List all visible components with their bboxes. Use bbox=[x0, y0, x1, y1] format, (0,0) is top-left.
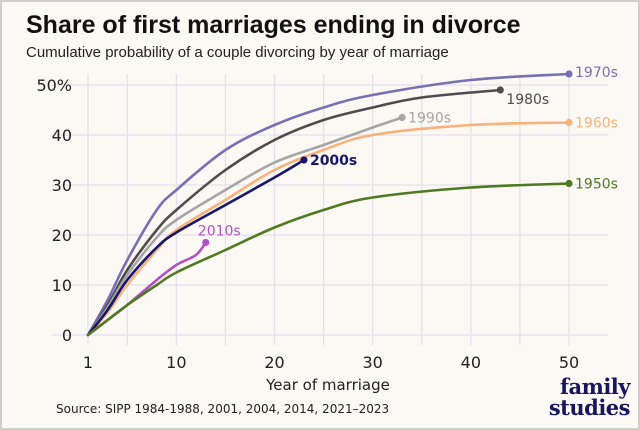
series-line-1950s bbox=[86, 182, 571, 337]
series-line-1980s bbox=[86, 88, 502, 337]
y-tick-label: 10 bbox=[52, 276, 72, 295]
x-tick-label: 40 bbox=[461, 353, 481, 372]
chart-title: Share of first marriages ending in divor… bbox=[26, 11, 521, 39]
series-end-marker-2010s bbox=[202, 238, 210, 247]
source-note: Source: SIPP 1984-1988, 2001, 2004, 2014… bbox=[56, 402, 390, 416]
series-label-2000s: 2000s bbox=[310, 153, 357, 169]
x-axis-label: Year of marriage bbox=[265, 376, 390, 394]
series-label-1970s: 1970s bbox=[575, 65, 618, 81]
logo-line-2: studies bbox=[548, 395, 631, 420]
series-end-marker-1970s bbox=[565, 70, 573, 78]
series-end-marker-1960s bbox=[565, 118, 573, 127]
y-tick-label: 40 bbox=[52, 126, 72, 145]
y-tick-label: 0 bbox=[62, 326, 72, 345]
series-end-marker-1950s bbox=[565, 179, 573, 188]
series-line-1990s bbox=[86, 116, 404, 337]
y-tick-label: 20 bbox=[52, 226, 72, 245]
x-tick-label: 30 bbox=[362, 353, 382, 372]
series-label-1980s: 1980s bbox=[506, 92, 549, 108]
series-end-marker-2000s bbox=[300, 156, 308, 164]
chart-subtitle: Cumulative probability of a couple divor… bbox=[26, 44, 449, 61]
y-tick-label: 30 bbox=[52, 176, 72, 195]
x-tick-label: 50 bbox=[559, 353, 579, 372]
series-label-2010s: 2010s bbox=[198, 224, 241, 240]
series-line-2000s bbox=[86, 158, 306, 337]
logo-line-1: family bbox=[559, 374, 631, 399]
series-label-1990s: 1990s bbox=[408, 111, 451, 127]
series-label-1950s: 1950s bbox=[575, 177, 618, 193]
series-end-marker-1990s bbox=[398, 113, 406, 122]
series-end-marker-1980s bbox=[496, 86, 504, 94]
series-line-1960s bbox=[86, 121, 571, 337]
series-label-1960s: 1960s bbox=[575, 116, 618, 132]
family-studies-logo: family studies bbox=[538, 374, 631, 420]
series-line-1970s bbox=[86, 72, 571, 337]
x-tick-label: 20 bbox=[264, 353, 284, 372]
x-tick-label: 10 bbox=[166, 353, 186, 372]
x-tick-label: 1 bbox=[83, 353, 93, 372]
y-tick-label: 50% bbox=[36, 76, 72, 95]
